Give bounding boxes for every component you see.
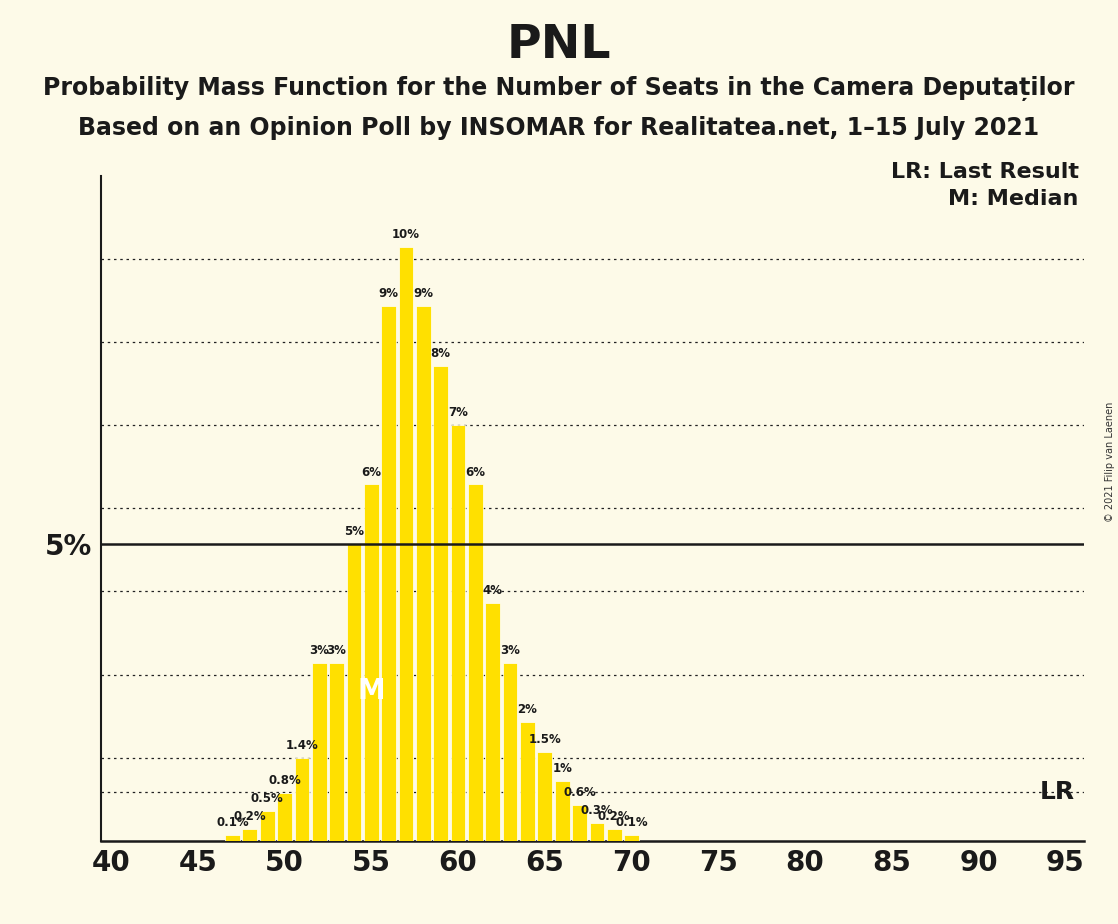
- Bar: [589, 823, 604, 841]
- Bar: [434, 366, 448, 841]
- Bar: [364, 484, 379, 841]
- Bar: [243, 829, 257, 841]
- Text: PNL: PNL: [506, 23, 612, 68]
- Text: Probability Mass Function for the Number of Seats in the Camera Deputaților: Probability Mass Function for the Number…: [44, 76, 1074, 101]
- Bar: [485, 603, 500, 841]
- Text: 0.5%: 0.5%: [250, 792, 284, 805]
- Text: 9%: 9%: [414, 287, 434, 300]
- Text: 7%: 7%: [448, 407, 468, 419]
- Text: 9%: 9%: [379, 287, 399, 300]
- Bar: [329, 663, 344, 841]
- Text: 10%: 10%: [392, 228, 420, 241]
- Text: 3%: 3%: [310, 644, 329, 657]
- Text: 8%: 8%: [430, 346, 451, 359]
- Bar: [294, 758, 310, 841]
- Bar: [347, 544, 361, 841]
- Bar: [555, 782, 569, 841]
- Text: 3%: 3%: [326, 644, 347, 657]
- Bar: [312, 663, 326, 841]
- Text: 1.4%: 1.4%: [285, 739, 319, 752]
- Text: © 2021 Filip van Laenen: © 2021 Filip van Laenen: [1106, 402, 1115, 522]
- Text: M: M: [358, 677, 385, 705]
- Bar: [451, 425, 465, 841]
- Text: LR: LR: [1040, 780, 1074, 804]
- Text: 0.2%: 0.2%: [598, 810, 631, 823]
- Text: 0.2%: 0.2%: [234, 810, 266, 823]
- Bar: [520, 722, 534, 841]
- Bar: [277, 794, 292, 841]
- Text: 0.1%: 0.1%: [615, 816, 648, 829]
- Bar: [416, 306, 430, 841]
- Bar: [399, 247, 414, 841]
- Text: 3%: 3%: [500, 644, 520, 657]
- Bar: [624, 835, 639, 841]
- Text: 0.6%: 0.6%: [563, 786, 596, 799]
- Bar: [259, 811, 275, 841]
- Text: 0.1%: 0.1%: [216, 816, 249, 829]
- Text: Based on an Opinion Poll by INSOMAR for Realitatea.net, 1–15 July 2021: Based on an Opinion Poll by INSOMAR for …: [78, 116, 1040, 140]
- Text: 5%: 5%: [344, 525, 364, 538]
- Text: 0.8%: 0.8%: [268, 774, 301, 787]
- Bar: [381, 306, 396, 841]
- Bar: [607, 829, 622, 841]
- Text: LR: Last Result: LR: Last Result: [891, 162, 1079, 182]
- Text: 4%: 4%: [483, 584, 503, 597]
- Text: M: Median: M: Median: [948, 189, 1079, 210]
- Bar: [468, 484, 483, 841]
- Bar: [225, 835, 240, 841]
- Text: 1.5%: 1.5%: [529, 733, 561, 746]
- Text: 6%: 6%: [361, 466, 381, 479]
- Text: 1%: 1%: [552, 762, 572, 775]
- Text: 6%: 6%: [465, 466, 485, 479]
- Bar: [572, 805, 587, 841]
- Text: 0.3%: 0.3%: [580, 804, 613, 817]
- Bar: [538, 752, 552, 841]
- Bar: [503, 663, 518, 841]
- Text: 2%: 2%: [518, 703, 538, 716]
